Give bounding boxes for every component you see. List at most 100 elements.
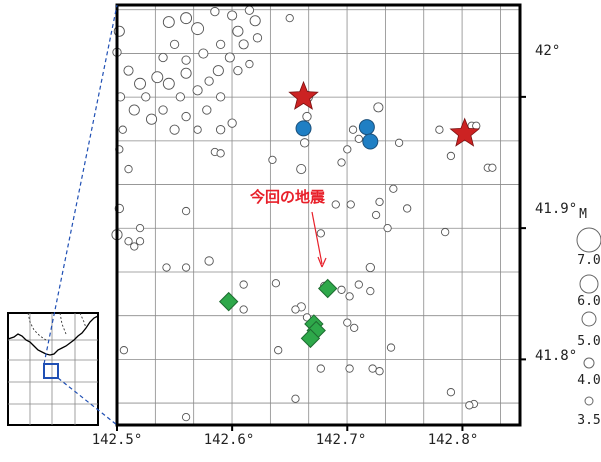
- earthquake-circle: [302, 313, 312, 322]
- earthquake-circle: [346, 200, 355, 209]
- inset-focus-box: [43, 363, 59, 379]
- lat-tick-label: 41.9°: [535, 201, 577, 217]
- earthquake-circle: [215, 125, 226, 135]
- legend-label-5: 5.0: [577, 334, 600, 349]
- earthquake-circle: [162, 77, 175, 90]
- earthquake-circle: [350, 323, 359, 333]
- earthquake-circle: [216, 149, 225, 158]
- earthquake-circle: [348, 125, 358, 134]
- earthquake-circle: [134, 77, 146, 90]
- legend-label-4: 4.0: [577, 373, 600, 388]
- earthquake-circle: [135, 223, 145, 233]
- earthquake-circle: [232, 25, 244, 37]
- earthquake-circle: [169, 124, 180, 135]
- earthquake-circle: [175, 92, 185, 102]
- earthquake-circle: [389, 184, 398, 193]
- green-diamond-event: [318, 278, 338, 299]
- legend-symbol-5: [581, 311, 597, 327]
- earthquake-circle: [135, 237, 145, 246]
- earthquake-circle: [145, 113, 158, 125]
- earthquake-circle: [151, 71, 164, 84]
- zoom-connector-lines: [43, 4, 118, 426]
- earthquake-circle: [204, 76, 214, 86]
- earthquake-circle: [365, 262, 375, 273]
- earthquake-circle: [181, 412, 191, 422]
- earthquake-circle: [191, 22, 205, 36]
- earthquake-circle: [291, 305, 300, 314]
- lon-tick-label: 142.8°: [428, 432, 479, 448]
- earthquake-circle: [181, 263, 191, 272]
- legend-label-35: 3.5: [577, 413, 600, 428]
- earthquake-circle: [386, 343, 396, 352]
- earthquake-circle: [123, 65, 134, 76]
- earthquake-circle: [215, 92, 226, 102]
- map-frame-group: [111, 3, 522, 427]
- zoom-line-top: [43, 4, 118, 365]
- earthquake-circle: [302, 111, 312, 122]
- earthquake-circle: [128, 104, 140, 116]
- earthquake-circle: [181, 55, 191, 65]
- earthquake-circle: [193, 125, 202, 134]
- star-event: [449, 117, 481, 147]
- annotation-arrow-head: [317, 256, 327, 268]
- earthquake-circle: [238, 39, 249, 50]
- earthquake-circle: [249, 15, 261, 27]
- earthquake-circle: [291, 394, 300, 403]
- earthquake-circle: [403, 204, 412, 213]
- earthquake-circle: [119, 346, 129, 355]
- earthquake-circle: [202, 105, 212, 115]
- earthquake-circle: [158, 52, 168, 63]
- earthquake-circle: [316, 229, 325, 238]
- earthquake-circle: [180, 12, 193, 25]
- earthquake-circle: [215, 39, 226, 50]
- legend-symbol-35: [584, 396, 594, 406]
- earthquake-circle: [268, 155, 277, 165]
- legend-symbol-6: [579, 274, 599, 294]
- earthquake-circle: [446, 388, 456, 397]
- earthquake-circle: [285, 13, 294, 23]
- green-diamond-event: [218, 291, 239, 312]
- earthquake-circle: [337, 158, 346, 167]
- earthquake-circle: [383, 223, 392, 233]
- earthquake-circle: [118, 125, 127, 134]
- earthquake-circle: [354, 134, 363, 144]
- earthquake-circle: [354, 280, 363, 289]
- earthquake-circle: [244, 5, 255, 15]
- star-event: [288, 80, 319, 110]
- lon-tick-label: 142.7°: [316, 432, 367, 448]
- annotation: 今回の地震: [249, 188, 327, 268]
- earthquake-circle: [345, 364, 354, 373]
- legend: M 7.0 6.0 5.0 4.0 3.5: [576, 207, 601, 428]
- event-markers: [111, 5, 497, 422]
- legend-label-7: 7.0: [577, 253, 600, 268]
- earthquake-circle: [366, 286, 375, 296]
- earthquake-circle: [465, 401, 474, 410]
- earthquake-circle: [296, 164, 307, 175]
- annotation-label: 今回の地震: [249, 188, 326, 206]
- earthquake-circle: [245, 59, 254, 69]
- earthquake-circle: [345, 292, 354, 301]
- inset-coastline: [7, 315, 99, 356]
- earthquake-circle: [394, 138, 404, 147]
- axis-ticks: 142.5° 142.6° 142.7° 142.8° 41.8° 41.9° …: [92, 43, 577, 448]
- legend-symbol-7: [576, 227, 601, 253]
- annotation-arrow-line: [311, 211, 323, 265]
- earthquake-circle: [343, 145, 352, 154]
- earthquake-circle: [192, 85, 203, 96]
- earthquake-circle: [239, 305, 248, 314]
- earthquake-circle: [204, 256, 214, 266]
- green-diamond-event: [300, 328, 321, 349]
- earthquake-circle: [162, 263, 171, 272]
- earthquake-circle: [180, 67, 192, 79]
- earthquake-circle: [373, 102, 384, 113]
- earthquake-circle: [198, 48, 209, 59]
- earthquake-circle: [316, 364, 325, 373]
- earthquake-circle: [130, 242, 139, 251]
- inset-map: [7, 312, 99, 426]
- earthquake-circle: [337, 285, 346, 294]
- earthquake-circle: [300, 138, 310, 148]
- blue-event-circle: [362, 133, 379, 150]
- earthquake-circle: [274, 346, 283, 355]
- earthquake-circle: [162, 16, 175, 29]
